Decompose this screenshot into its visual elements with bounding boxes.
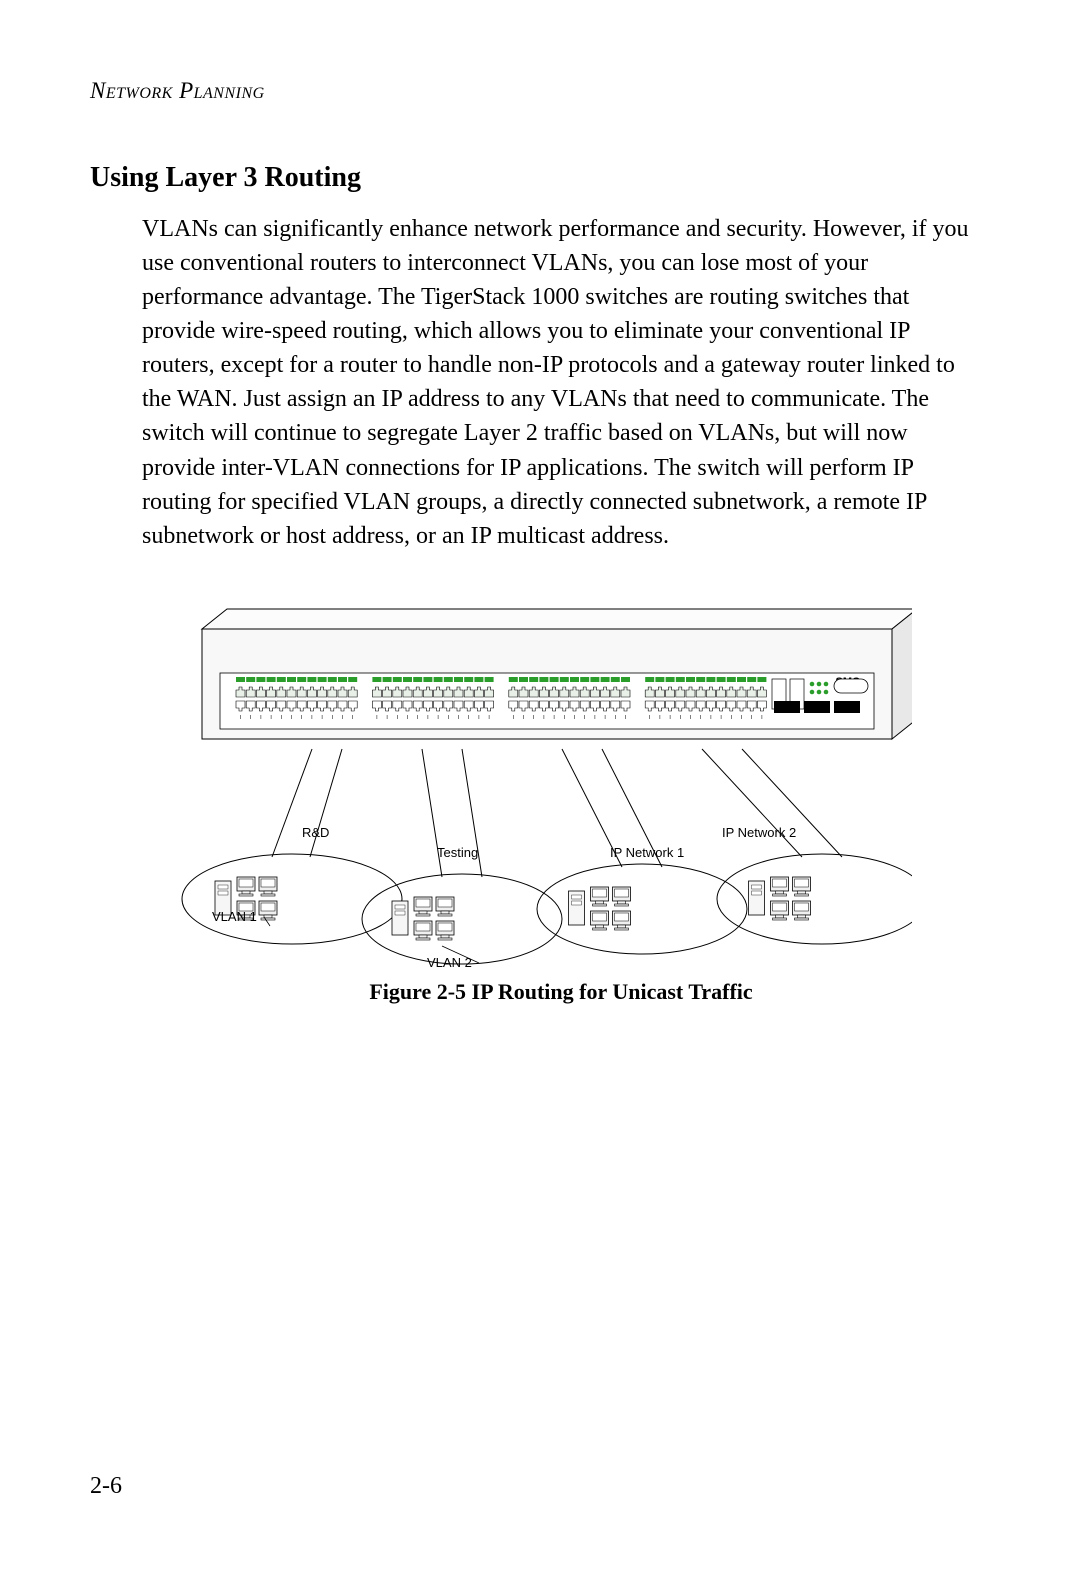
figure-ip-routing: SMCR&DVLAN 1TestingVLAN 2IP Network 1IP …	[142, 599, 980, 1005]
figure-caption: Figure 2-5 IP Routing for Unicast Traffi…	[142, 979, 980, 1005]
svg-text:VLAN 1: VLAN 1	[212, 909, 257, 924]
svg-text:IP Network 2: IP Network 2	[722, 825, 796, 840]
svg-text:R&D: R&D	[302, 825, 329, 840]
figure-svg: SMCR&DVLAN 1TestingVLAN 2IP Network 1IP …	[142, 599, 912, 969]
running-head: Network Planning	[90, 78, 990, 104]
body-paragraph: VLANs can significantly enhance network …	[142, 212, 980, 553]
page-number: 2-6	[90, 1473, 122, 1500]
svg-text:IP Network 1: IP Network 1	[610, 845, 684, 860]
svg-text:Testing: Testing	[437, 845, 478, 860]
section-title: Using Layer 3 Routing	[90, 162, 990, 194]
svg-text:VLAN 2: VLAN 2	[427, 955, 472, 969]
